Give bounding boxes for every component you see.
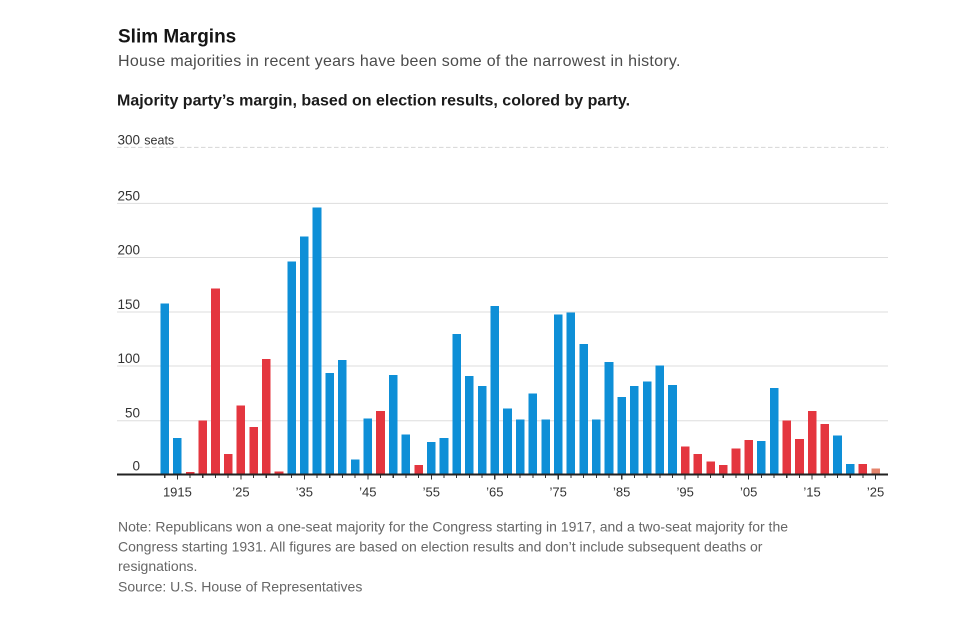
svg-text:150: 150 — [117, 297, 140, 312]
svg-text:’25: ’25 — [232, 484, 249, 499]
svg-text:1915: 1915 — [163, 484, 192, 499]
svg-text:resignations.: resignations. — [118, 558, 197, 574]
svg-text:50: 50 — [125, 406, 140, 421]
svg-text:’85: ’85 — [613, 484, 630, 499]
svg-text:’05: ’05 — [740, 484, 757, 499]
svg-text:Slim Margins: Slim Margins — [118, 26, 236, 47]
svg-text:’75: ’75 — [550, 484, 567, 499]
svg-text:Note: Republicans won a one-se: Note: Republicans won a one-seat majorit… — [118, 519, 788, 535]
svg-text:’15: ’15 — [803, 484, 820, 499]
svg-text:300: 300 — [117, 132, 140, 147]
svg-text:0: 0 — [132, 458, 140, 473]
svg-text:House majorities in recent yea: House majorities in recent years have be… — [118, 53, 681, 70]
svg-text:seats: seats — [144, 133, 174, 147]
svg-text:’45: ’45 — [359, 484, 376, 499]
svg-text:100: 100 — [117, 351, 140, 366]
svg-text:’65: ’65 — [486, 484, 503, 499]
svg-text:Majority party’s margin, based: Majority party’s margin, based on electi… — [117, 93, 630, 110]
svg-text:’95: ’95 — [677, 484, 694, 499]
svg-text:’25: ’25 — [867, 484, 884, 499]
svg-text:200: 200 — [117, 243, 140, 258]
svg-text:250: 250 — [117, 188, 140, 203]
svg-text:’55: ’55 — [423, 484, 440, 499]
svg-text:Congress starting 1931. All fi: Congress starting 1931. All figures are … — [118, 538, 763, 554]
svg-text:’35: ’35 — [296, 484, 313, 499]
svg-text:Source: U.S. House of Represen: Source: U.S. House of Representatives — [118, 578, 362, 594]
